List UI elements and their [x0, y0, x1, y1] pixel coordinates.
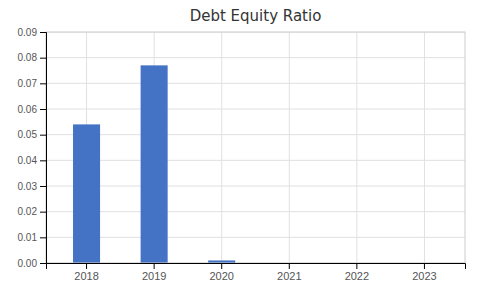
y-grid-line [46, 211, 465, 212]
y-tick-label: 0.02 [18, 206, 38, 217]
x-tick-mark [221, 263, 222, 269]
y-grid-line [46, 186, 465, 187]
x-tick-label: 2020 [209, 270, 233, 282]
y-tick-label: 0.00 [18, 258, 38, 269]
x-tick: 2022 [345, 263, 369, 282]
x-grid-line [289, 32, 290, 263]
y-tick: 0.01 [18, 232, 46, 243]
y-grid-line [46, 160, 465, 161]
y-tick-label: 0.01 [18, 232, 38, 243]
y-tick: 0.03 [18, 181, 46, 192]
chart: 2018 2019 2020 2021 2022 2023 0.00 0.01 0.02 0.03… [0, 0, 479, 289]
y-tick: 0.00 [18, 258, 46, 269]
y-tick-mark [40, 263, 46, 264]
y-tick-mark [40, 237, 46, 238]
y-grid-line [46, 83, 465, 84]
y-grid-line [46, 109, 465, 110]
y-tick-mark [40, 135, 46, 136]
y-tick: 0.07 [18, 78, 46, 89]
marks [46, 32, 465, 263]
y-tick-mark [40, 32, 46, 33]
x-tick-label: 2022 [345, 270, 369, 282]
x-tick: 2020 [209, 263, 233, 282]
x-grid-line [424, 32, 425, 263]
y-axis-line [40, 33, 47, 264]
plot-frame [46, 32, 465, 263]
plot: 2018 2019 2020 2021 2022 2023 0.00 0.01 0.02 0.03… [18, 27, 466, 282]
y-axis: 0.00 0.01 0.02 0.03 0.04 0.05 0.06 0.07 0.08 0.09 [18, 27, 47, 269]
x-tick-mark [424, 263, 425, 269]
bar [73, 124, 100, 263]
x-tick-label: 2019 [142, 270, 166, 282]
y-tick-mark [40, 58, 46, 59]
y-tick: 0.02 [18, 206, 46, 217]
x-tick: 2023 [412, 263, 436, 282]
x-tick-label: 2021 [277, 270, 301, 282]
x-grid-line [356, 32, 357, 263]
x-axis-line [47, 264, 466, 270]
y-grid-line [46, 237, 465, 238]
title: Debt Equity Ratio [190, 7, 322, 25]
x-tick-mark [289, 263, 290, 269]
y-tick: 0.08 [18, 52, 46, 63]
y-tick-mark [40, 160, 46, 161]
x-tick-mark [356, 263, 357, 269]
x-axis: 2018 2019 2020 2021 2022 2023 [47, 263, 466, 282]
bar [141, 65, 168, 263]
x-tick-mark [154, 263, 155, 269]
x-tick-mark [86, 263, 87, 269]
y-tick-label: 0.06 [18, 104, 38, 115]
y-tick-label: 0.07 [18, 78, 38, 89]
y-tick-mark [40, 212, 46, 213]
y-tick: 0.06 [18, 104, 46, 115]
x-tick: 2021 [277, 263, 301, 282]
y-grid-line [46, 134, 465, 135]
x-tick-label: 2023 [412, 270, 436, 282]
y-tick: 0.09 [18, 27, 46, 38]
y-tick: 0.04 [18, 155, 46, 166]
y-tick-label: 0.03 [18, 181, 38, 192]
y-tick-label: 0.09 [18, 27, 38, 38]
y-grid-line [46, 57, 465, 58]
y-tick-mark [40, 83, 46, 84]
x-tick: 2018 [74, 263, 98, 282]
y-tick-label: 0.04 [18, 155, 38, 166]
y-tick-label: 0.08 [18, 52, 38, 63]
y-tick-label: 0.05 [18, 129, 38, 140]
y-tick-mark [40, 186, 46, 187]
x-tick: 2019 [142, 263, 166, 282]
x-grid-line [221, 32, 222, 263]
y-tick: 0.05 [18, 129, 46, 140]
y-tick-mark [40, 109, 46, 110]
x-tick-label: 2018 [74, 270, 98, 282]
